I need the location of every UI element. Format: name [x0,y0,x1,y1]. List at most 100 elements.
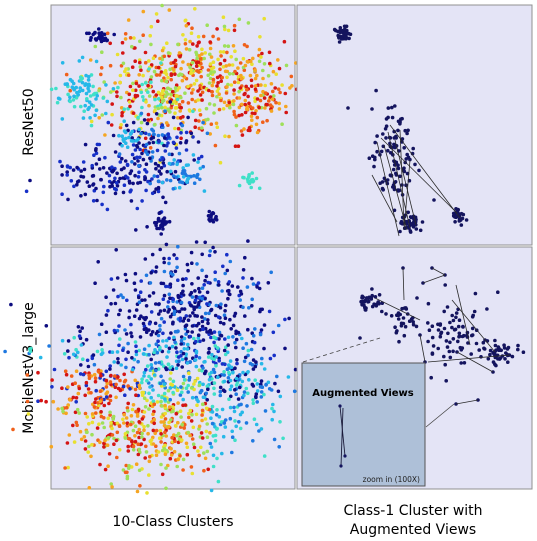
point [74,347,78,352]
point [150,177,154,181]
point [121,384,126,389]
point [201,164,205,169]
point [209,308,213,313]
point [208,76,213,81]
point [71,352,76,357]
point [266,380,271,385]
point [80,88,85,93]
point [160,3,164,8]
point [181,166,185,170]
point [120,40,125,45]
point [182,378,187,382]
point [150,150,155,154]
point [193,289,197,293]
point [200,252,204,257]
point [103,133,107,137]
point [197,300,201,305]
point [79,194,83,198]
point [84,91,89,96]
point [233,419,237,423]
point [154,166,158,171]
point [118,308,122,313]
point [115,171,119,176]
point [272,437,277,442]
point [44,324,49,328]
point [119,123,123,127]
point [99,352,104,357]
point [47,344,51,348]
point [253,364,258,369]
point [85,180,90,184]
point [276,389,281,394]
point [164,242,169,247]
point [25,373,30,377]
point [124,123,129,128]
point [259,55,263,59]
point [214,413,219,417]
point [246,370,250,374]
point [198,339,202,344]
point [122,166,126,170]
point [64,405,69,410]
point [172,99,176,104]
point [168,100,172,104]
point [214,303,219,308]
point [223,309,227,313]
point [184,386,189,391]
point [257,429,261,433]
point [84,380,89,385]
point [137,420,141,424]
point [208,441,213,446]
point [153,161,158,166]
point [76,391,81,396]
point [225,85,229,89]
point [179,385,183,389]
point [127,464,131,468]
point [228,387,233,392]
point [169,453,174,457]
point [233,144,238,148]
point [164,79,169,84]
point [163,443,167,448]
point [151,56,156,60]
point [155,350,160,355]
point [50,385,54,389]
point [217,92,221,96]
point [156,216,161,221]
point [102,403,107,408]
point [243,102,247,107]
point [197,54,202,58]
augmented-view-link [422,274,446,284]
point [203,326,208,331]
point [134,81,139,86]
point [189,131,194,136]
point [250,276,254,281]
point [149,395,153,400]
point [164,434,168,438]
class-1-point [411,322,416,327]
point [166,305,170,309]
point [228,416,233,421]
point [192,82,197,86]
point [181,381,186,386]
point [270,97,275,101]
point [189,31,194,35]
point [162,163,167,168]
point [100,113,104,117]
point [175,350,179,355]
point [147,132,151,137]
point [176,295,181,300]
point [90,442,94,447]
point [197,108,202,112]
point [92,405,97,409]
point [96,369,101,374]
point [260,356,264,361]
point [272,353,277,358]
class-1-point [385,178,390,182]
point [114,248,118,252]
point [89,123,94,128]
point [204,274,209,279]
class-1-point [502,343,506,348]
